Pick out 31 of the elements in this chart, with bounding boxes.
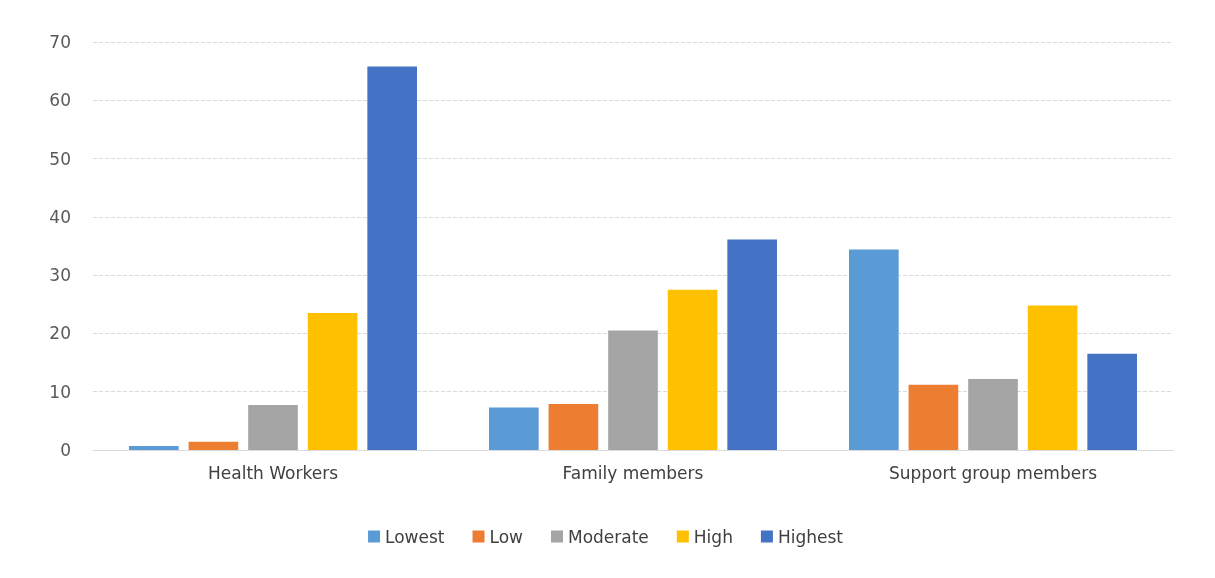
bar (908, 384, 959, 450)
x-tick-label: Health Workers (208, 462, 339, 483)
bar (608, 330, 658, 450)
bar (367, 66, 417, 450)
bar (1087, 353, 1137, 450)
bar (849, 249, 899, 450)
bar (667, 289, 718, 450)
bar (248, 405, 298, 450)
legend-label: Highest (777, 526, 844, 547)
legend-label: Lowest (385, 526, 445, 547)
legend-label: Moderate (567, 526, 649, 547)
y-tick-label: 70 (49, 32, 71, 52)
y-tick-label: 10 (49, 381, 71, 402)
bar (307, 313, 358, 450)
bar (1027, 305, 1078, 450)
y-tick-label: 0 (60, 440, 71, 460)
y-tick-label: 50 (49, 148, 71, 169)
bar (727, 239, 777, 450)
y-tick-label: 40 (49, 206, 71, 227)
x-tick-label: Support group members (888, 462, 1098, 483)
bar (548, 403, 599, 450)
bar (129, 445, 179, 450)
y-tick-label: 30 (49, 265, 71, 286)
bar (489, 407, 539, 450)
bar (968, 378, 1018, 450)
bar (188, 441, 239, 450)
x-tick-label: Family members (562, 462, 704, 483)
y-tick-label: 20 (49, 323, 71, 344)
y-tick-label: 60 (49, 90, 71, 111)
legend-label: Low (489, 526, 524, 547)
legend-label: High (693, 526, 733, 547)
